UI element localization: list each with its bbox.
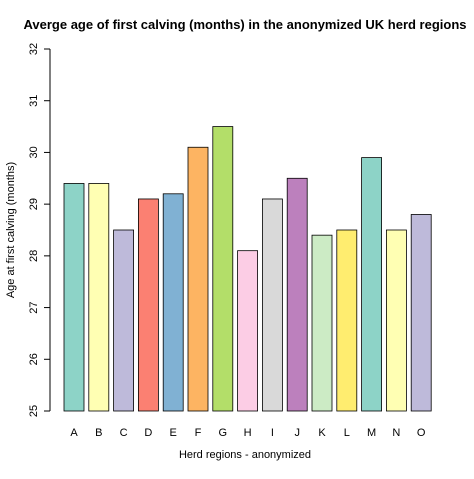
y-tick-label: 27 bbox=[28, 301, 40, 313]
bar-n bbox=[385, 229, 407, 412]
x-tick-label: G bbox=[219, 427, 228, 439]
bar-e bbox=[162, 193, 184, 412]
x-tick-label: I bbox=[271, 427, 274, 439]
y-tick-label: 25 bbox=[28, 405, 40, 417]
bar-b bbox=[88, 183, 110, 412]
bar-a bbox=[63, 183, 85, 412]
y-tick-label: 32 bbox=[28, 43, 40, 55]
x-tick-label: O bbox=[417, 427, 426, 439]
x-tick-label: H bbox=[244, 427, 252, 439]
x-tick-label: K bbox=[318, 427, 326, 439]
y-tick-label: 30 bbox=[28, 146, 40, 158]
bar-g bbox=[212, 126, 234, 412]
bar-l bbox=[336, 229, 358, 412]
x-tick-label: N bbox=[392, 427, 400, 439]
x-tick-label: F bbox=[195, 427, 202, 439]
bar-h bbox=[237, 250, 259, 412]
x-tick-label: B bbox=[95, 427, 102, 439]
chart-title: Averge age of first calving (months) in … bbox=[23, 17, 466, 32]
bar-j bbox=[286, 177, 308, 412]
x-tick-label: C bbox=[120, 427, 128, 439]
x-tick-label: L bbox=[344, 427, 350, 439]
bar-f bbox=[187, 146, 209, 412]
y-axis-ticks: 25 26 27 28 29 30 31 32 bbox=[28, 43, 50, 417]
bar-d bbox=[137, 198, 159, 412]
x-tick-label: M bbox=[367, 427, 376, 439]
y-tick-label: 28 bbox=[28, 250, 40, 262]
y-tick-label: 29 bbox=[28, 198, 40, 210]
bar-i bbox=[261, 198, 283, 412]
bars-group bbox=[63, 126, 432, 412]
bar-c bbox=[113, 229, 134, 412]
x-tick-label: E bbox=[170, 427, 177, 439]
y-axis-label: Age at first calving (months) bbox=[5, 162, 17, 298]
y-tick-label: 26 bbox=[28, 353, 40, 365]
x-tick-label: A bbox=[70, 427, 78, 439]
bar-o bbox=[410, 214, 432, 412]
bar-m bbox=[361, 157, 383, 412]
bar-k bbox=[311, 234, 333, 412]
y-tick-label: 31 bbox=[28, 95, 40, 107]
x-tick-label: D bbox=[144, 427, 152, 439]
x-tick-label: J bbox=[294, 427, 300, 439]
x-axis-tick-labels: A B C D E F G H I J K L M N O bbox=[70, 427, 426, 439]
x-axis-label: Herd regions - anonymized bbox=[179, 449, 311, 461]
